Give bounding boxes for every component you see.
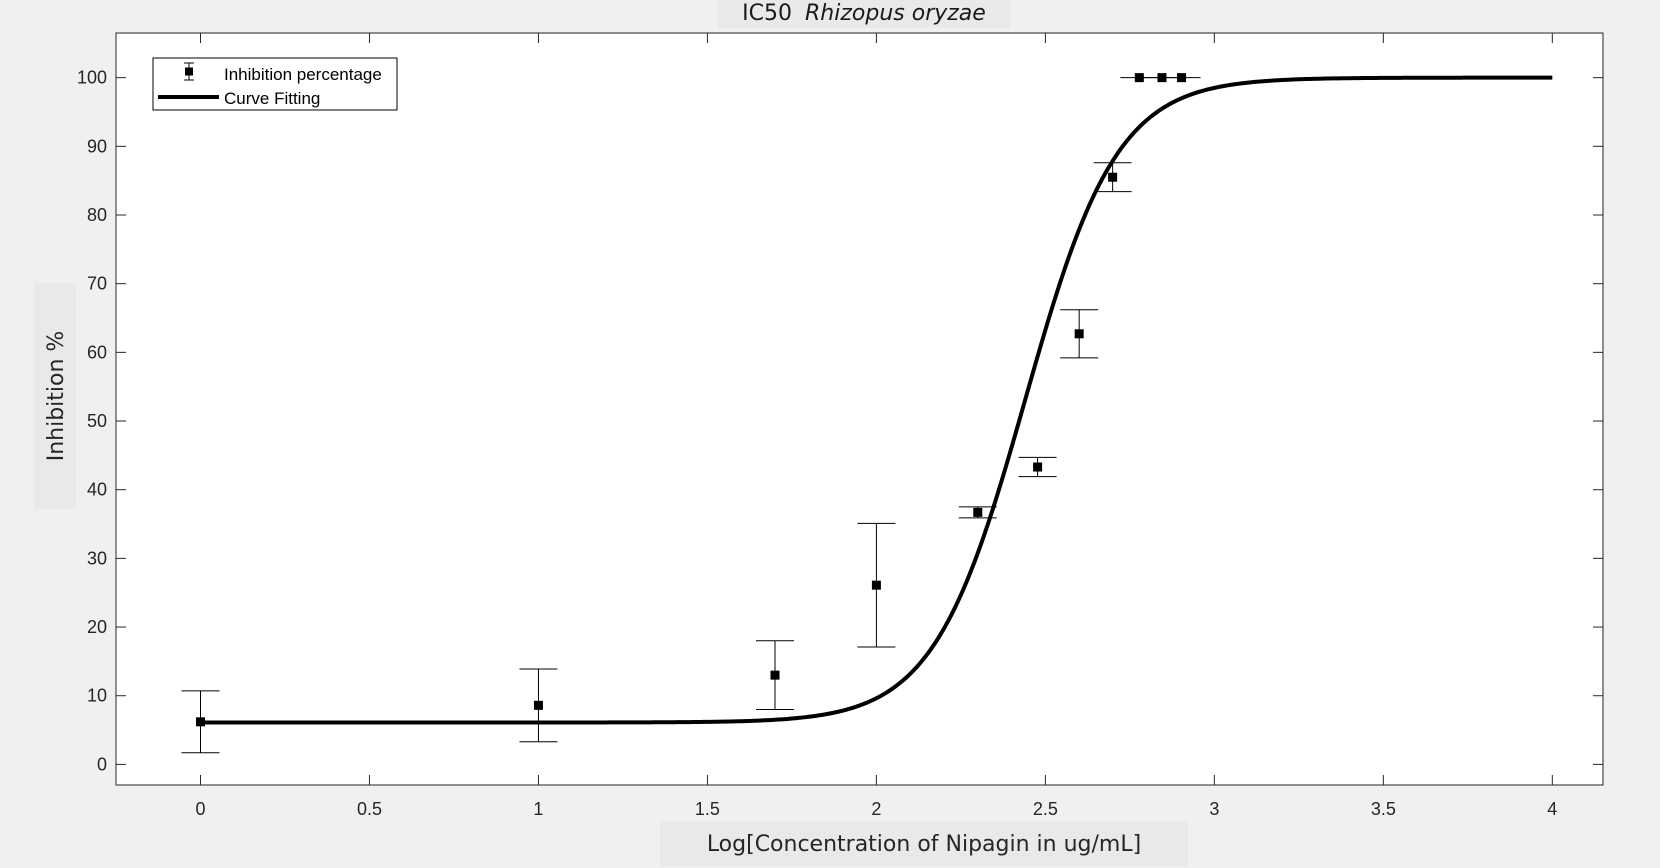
- y-tick-label: 30: [87, 548, 107, 568]
- legend-label-curve: Curve Fitting: [224, 89, 320, 108]
- error-bars: [181, 77, 1201, 754]
- data-point: [871, 580, 881, 590]
- legend-label-inhibition: Inhibition percentage: [224, 65, 382, 84]
- chart-title-species: Rhizopus oryzae: [805, 1, 986, 26]
- chart-title: IC50 Rhizopus oryzae: [742, 1, 986, 26]
- data-point: [770, 670, 780, 680]
- y-tick-label: 50: [87, 411, 107, 431]
- title-backdrop: [718, 0, 1010, 28]
- chart-title-main: IC50: [742, 1, 792, 26]
- y-axis-label: Inhibition %: [44, 331, 69, 462]
- y-tick-label: 20: [87, 617, 107, 637]
- x-tick-label: 1: [533, 799, 543, 819]
- x-tick-label: 0.5: [357, 799, 382, 819]
- y-tick-label: 70: [87, 274, 107, 294]
- x-label-backdrop: [660, 822, 1188, 866]
- data-point: [1177, 73, 1187, 83]
- legend: Inhibition percentage Curve Fitting: [152, 57, 398, 111]
- legend-marker-inhibition: [184, 62, 194, 81]
- curve-fitting-line: [200, 75, 1553, 725]
- y-axis-ticks: 0 10 20 30 40 50 60 70 80 90 100: [77, 68, 1603, 774]
- plot-area: [115, 32, 1604, 786]
- data-point: [1108, 172, 1118, 182]
- y-tick-label: 40: [87, 480, 107, 500]
- data-point: [533, 700, 543, 710]
- data-point: [195, 717, 205, 727]
- x-tick-label: 3: [1209, 799, 1219, 819]
- x-axis-ticks: 0 0.5 1 1.5 2 2.5 3 3.5 4: [195, 33, 1557, 819]
- x-tick-label: 3.5: [1371, 799, 1396, 819]
- data-point: [1033, 462, 1043, 472]
- legend-box: [152, 57, 398, 111]
- y-tick-label: 10: [87, 686, 107, 706]
- data-point: [1074, 329, 1084, 339]
- x-tick-label: 1.5: [695, 799, 720, 819]
- y-tick-label: 60: [87, 342, 107, 362]
- data-point: [1134, 73, 1144, 83]
- x-axis-label: Log[Concentration of Nipagin in ug/mL]: [707, 832, 1141, 857]
- y-tick-label: 90: [87, 136, 107, 156]
- x-tick-label: 2: [871, 799, 881, 819]
- data-point: [1157, 73, 1167, 83]
- data-markers: [195, 73, 1187, 727]
- x-tick-label: 4: [1547, 799, 1557, 819]
- x-tick-label: 0: [195, 799, 205, 819]
- y-tick-label: 100: [77, 68, 107, 88]
- y-tick-label: 0: [97, 754, 107, 774]
- data-point: [973, 507, 983, 517]
- x-tick-label: 2.5: [1033, 799, 1058, 819]
- y-label-backdrop: [34, 283, 76, 509]
- y-tick-label: 80: [87, 205, 107, 225]
